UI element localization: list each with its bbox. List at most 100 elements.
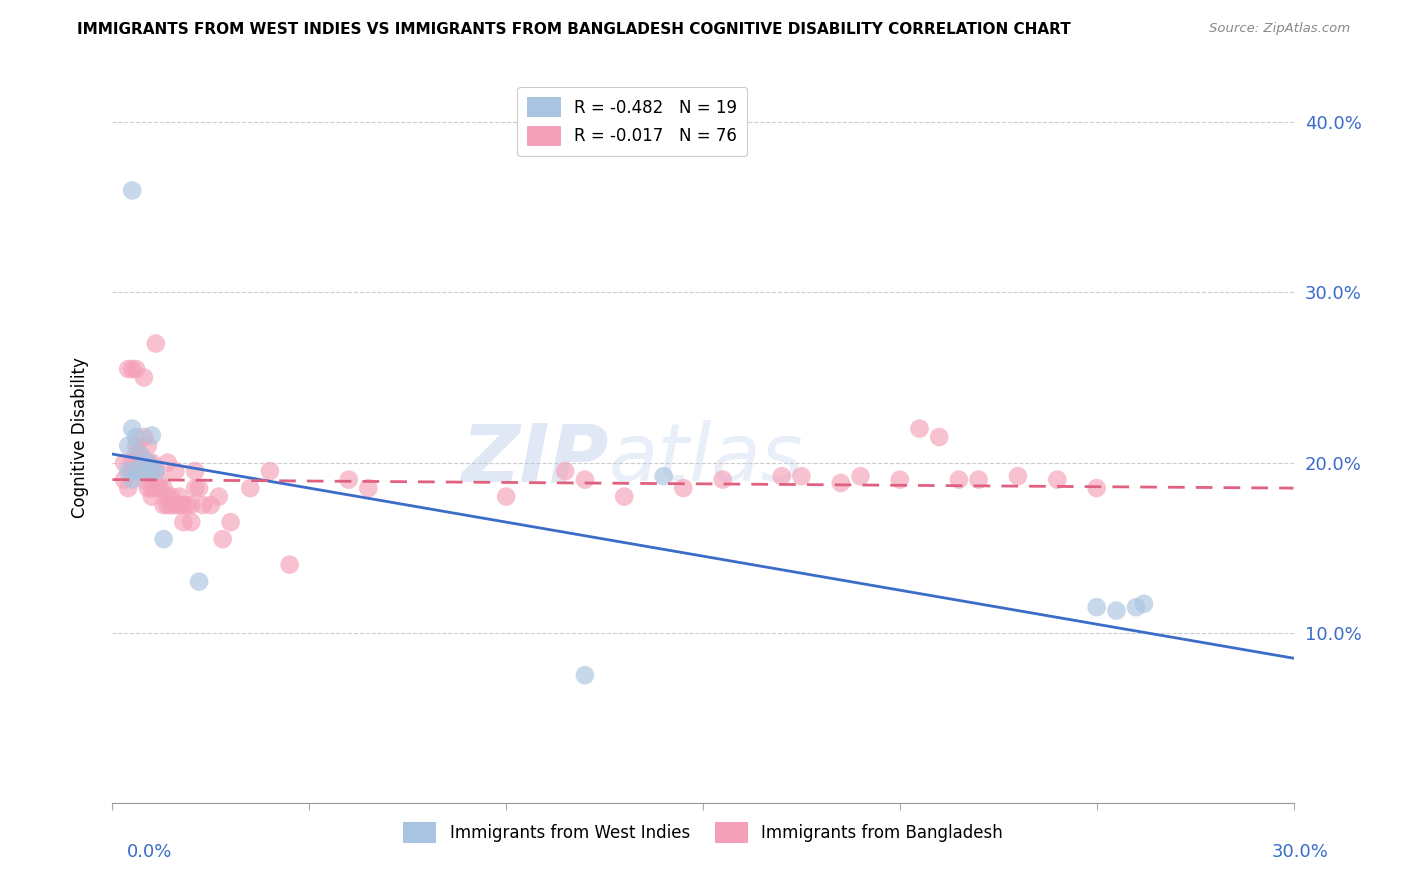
Point [188, 481, 211, 495]
Point [121, 473, 143, 487]
Point [136, 481, 159, 495]
Point [132, 464, 155, 478]
Point [889, 473, 911, 487]
Point [172, 515, 194, 529]
Point [165, 498, 187, 512]
Text: 30.0%: 30.0% [1272, 843, 1329, 861]
Point [117, 481, 139, 495]
Point [948, 473, 970, 487]
Point [176, 498, 198, 512]
Point [200, 498, 222, 512]
Point [239, 481, 262, 495]
Point [259, 464, 281, 478]
Point [908, 421, 931, 435]
Point [672, 481, 695, 495]
Point [574, 473, 596, 487]
Point [129, 447, 152, 461]
Point [495, 490, 517, 504]
Point [125, 439, 148, 453]
Point [136, 456, 159, 470]
Point [554, 464, 576, 478]
Point [132, 464, 155, 478]
Point [652, 469, 675, 483]
Point [112, 456, 135, 470]
Point [169, 490, 191, 504]
Point [211, 532, 233, 546]
Point [145, 464, 167, 478]
Point [169, 498, 191, 512]
Point [160, 490, 183, 504]
Legend: Immigrants from West Indies, Immigrants from Bangladesh: Immigrants from West Indies, Immigrants … [396, 815, 1010, 849]
Point [125, 362, 148, 376]
Point [121, 362, 143, 376]
Point [121, 464, 143, 478]
Point [278, 558, 301, 572]
Point [1085, 481, 1108, 495]
Point [121, 421, 143, 435]
Point [125, 464, 148, 478]
Point [180, 498, 202, 512]
Point [145, 481, 167, 495]
Point [141, 464, 163, 478]
Point [145, 464, 167, 478]
Point [132, 473, 155, 487]
Text: 0.0%: 0.0% [127, 843, 172, 861]
Point [160, 498, 183, 512]
Point [184, 481, 207, 495]
Point [152, 498, 174, 512]
Point [1133, 597, 1156, 611]
Point [125, 447, 148, 461]
Point [136, 456, 159, 470]
Point [337, 473, 360, 487]
Point [219, 515, 242, 529]
Text: Source: ZipAtlas.com: Source: ZipAtlas.com [1209, 22, 1350, 36]
Point [112, 473, 135, 487]
Point [1125, 600, 1147, 615]
Point [156, 498, 179, 512]
Point [129, 456, 152, 470]
Point [121, 456, 143, 470]
Point [1085, 600, 1108, 615]
Point [711, 473, 734, 487]
Point [149, 481, 172, 495]
Text: IMMIGRANTS FROM WEST INDIES VS IMMIGRANTS FROM BANGLADESH COGNITIVE DISABILITY C: IMMIGRANTS FROM WEST INDIES VS IMMIGRANT… [77, 22, 1071, 37]
Point [125, 430, 148, 444]
Point [928, 430, 950, 444]
Point [188, 574, 211, 589]
Point [180, 515, 202, 529]
Point [1105, 604, 1128, 618]
Point [141, 481, 163, 495]
Point [574, 668, 596, 682]
Point [208, 490, 231, 504]
Point [184, 464, 207, 478]
Point [129, 447, 152, 461]
Point [790, 469, 813, 483]
Point [156, 456, 179, 470]
Point [149, 473, 172, 487]
Point [121, 183, 143, 197]
Point [152, 481, 174, 495]
Point [141, 456, 163, 470]
Point [141, 464, 163, 478]
Point [357, 481, 380, 495]
Point [117, 439, 139, 453]
Point [613, 490, 636, 504]
Point [967, 473, 990, 487]
Point [1046, 473, 1069, 487]
Point [117, 362, 139, 376]
Point [172, 498, 194, 512]
Point [152, 532, 174, 546]
Point [156, 490, 179, 504]
Point [117, 464, 139, 478]
Y-axis label: Cognitive Disability: Cognitive Disability [70, 357, 89, 517]
Point [1007, 469, 1029, 483]
Text: atlas: atlas [609, 420, 803, 498]
Point [145, 336, 167, 351]
Point [141, 428, 163, 442]
Point [191, 498, 214, 512]
Point [770, 469, 793, 483]
Point [830, 475, 852, 490]
Point [132, 370, 155, 384]
Point [849, 469, 872, 483]
Text: ZIP: ZIP [461, 420, 609, 498]
